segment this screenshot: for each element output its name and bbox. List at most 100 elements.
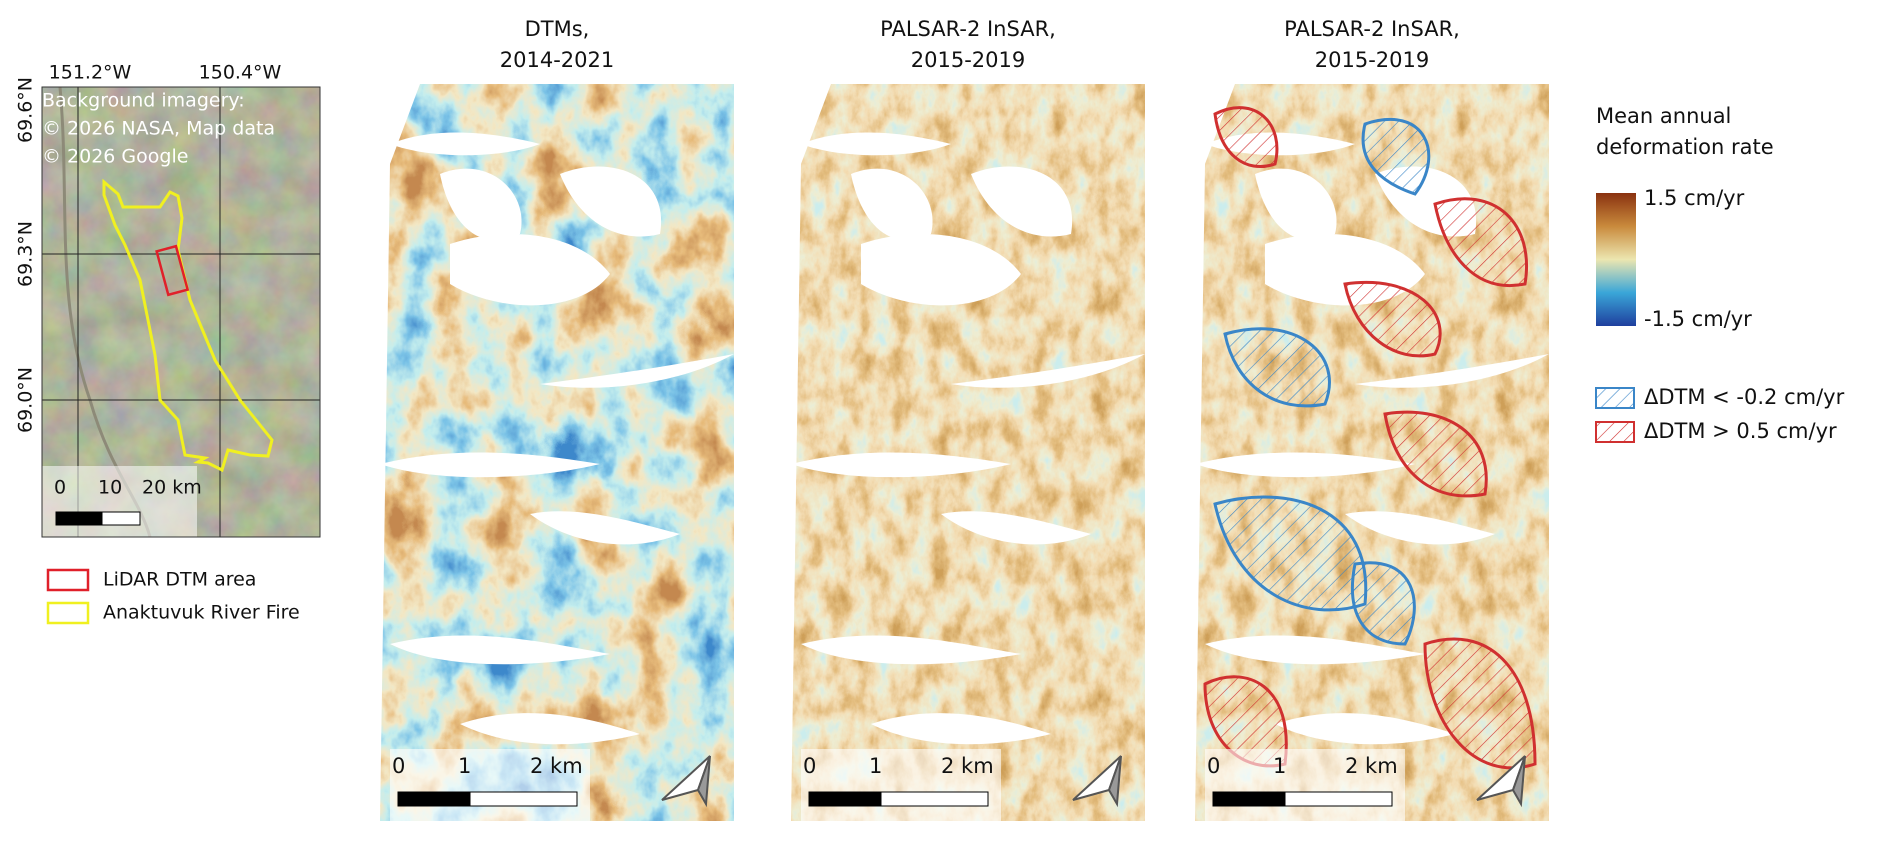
hatched-region [1423,637,1537,770]
scalebar-black [1212,791,1286,807]
scalebar-black [808,791,882,807]
no-data-area [460,713,640,745]
scalebar-label: 0 [392,754,405,778]
hatched-region [1223,327,1331,408]
no-data-area [971,166,1073,237]
no-data-area [560,166,662,237]
no-data-area [1275,713,1455,745]
scalebar-box [1205,749,1405,821]
legend-label: Anaktuvuk River Fire [103,602,300,624]
scalebar-black [397,791,471,807]
colorbar-max: 1.5 cm/yr [1644,186,1745,210]
attribution: Background imagery: [42,90,245,112]
hatch-swatch [1595,387,1635,409]
scalebar-white [101,511,141,526]
map-frame [41,86,321,538]
no-data-area [851,168,933,241]
no-data-area [1205,635,1425,665]
attribution: © 2026 NASA, Map data [42,118,275,140]
scalebar-label: 0 [803,754,816,778]
scalebar-box [801,749,1001,821]
north-arrow-shade [1107,755,1122,808]
lat-label: 69.3°N [15,221,37,287]
colorbar [1596,193,1636,326]
scalebar-white [880,791,989,807]
panel-title: 2015-2019 [1315,48,1429,72]
panel-title: PALSAR-2 InSAR, [880,17,1056,41]
legend-swatch [46,568,90,592]
hatch-label: ΔDTM < -0.2 cm/yr [1644,385,1845,409]
satellite-image [42,87,320,537]
scalebar-label: 20 km [142,477,202,499]
no-data-area [1255,168,1337,241]
no-data-area [540,354,734,388]
scalebar-box [390,749,590,821]
graticule [42,87,320,537]
hatched-region [1383,410,1488,498]
panel-title: DTMs, [525,17,590,41]
scalebar-label: 2 km [530,754,583,778]
no-data-area [390,132,540,156]
no-data-area [801,132,951,156]
no-data-edge [1195,84,1235,821]
hatch-label: ΔDTM > 0.5 cm/yr [1644,419,1837,443]
legend-label: LiDAR DTM area [103,569,256,591]
scalebar-label: 1 [458,754,471,778]
fire-perimeter [102,178,274,473]
no-data-edge [791,84,831,821]
hatched-region [1213,106,1279,169]
legend-swatch [46,601,90,625]
colorbar-title: Mean annual [1596,104,1731,128]
lat-label: 69.0°N [15,367,37,433]
panel-title: 2015-2019 [911,48,1025,72]
no-data-area [951,354,1145,388]
scalebar-label: 2 km [1345,754,1398,778]
no-data-area [1355,354,1549,388]
no-data-area [941,511,1091,545]
scalebar-label: 2 km [941,754,994,778]
scalebar-white [1284,791,1393,807]
overview-map [41,86,321,538]
panel-title: 2014-2021 [500,48,614,72]
scalebar-label: 0 [1207,754,1220,778]
lidar-area [155,244,190,297]
colorbar-title: deformation rate [1596,135,1774,159]
scalebar-label: 0 [54,477,66,499]
no-data-area [390,635,610,665]
hatched-region [1343,281,1442,358]
no-data-area [1345,511,1495,545]
panel-title: PALSAR-2 InSAR, [1284,17,1460,41]
no-data-area [380,452,600,478]
hatch-swatch [1595,421,1635,443]
no-data-area [801,635,1021,665]
deformation-map [791,84,1145,821]
hatched-region [1433,197,1528,287]
lat-label: 69.6°N [15,77,37,143]
scalebar-label: 1 [869,754,882,778]
map-panel [1195,84,1549,821]
hatched-region [1350,561,1416,646]
scalebar-black [55,511,103,526]
north-arrow-shade [1511,755,1526,808]
scalebar-white [469,791,578,807]
no-data-area [871,713,1051,745]
deformation-map [380,84,734,821]
no-data-area [861,234,1021,306]
hatched-region [1361,117,1431,196]
no-data-area [1195,452,1415,478]
north-arrow-shade [696,755,711,808]
map-panel [380,84,734,821]
colorbar-min: -1.5 cm/yr [1644,307,1752,331]
no-data-area [450,234,610,306]
no-data-area [530,511,680,545]
no-data-area [440,168,522,241]
scalebar-label: 10 [98,477,122,499]
no-data-area [791,452,1011,478]
attribution: © 2026 Google [42,146,188,168]
lon-label: 151.2°W [49,62,132,84]
lon-label: 150.4°W [199,62,282,84]
no-data-edge [380,84,420,821]
map-panel [791,84,1145,821]
scalebar-label: 1 [1273,754,1286,778]
